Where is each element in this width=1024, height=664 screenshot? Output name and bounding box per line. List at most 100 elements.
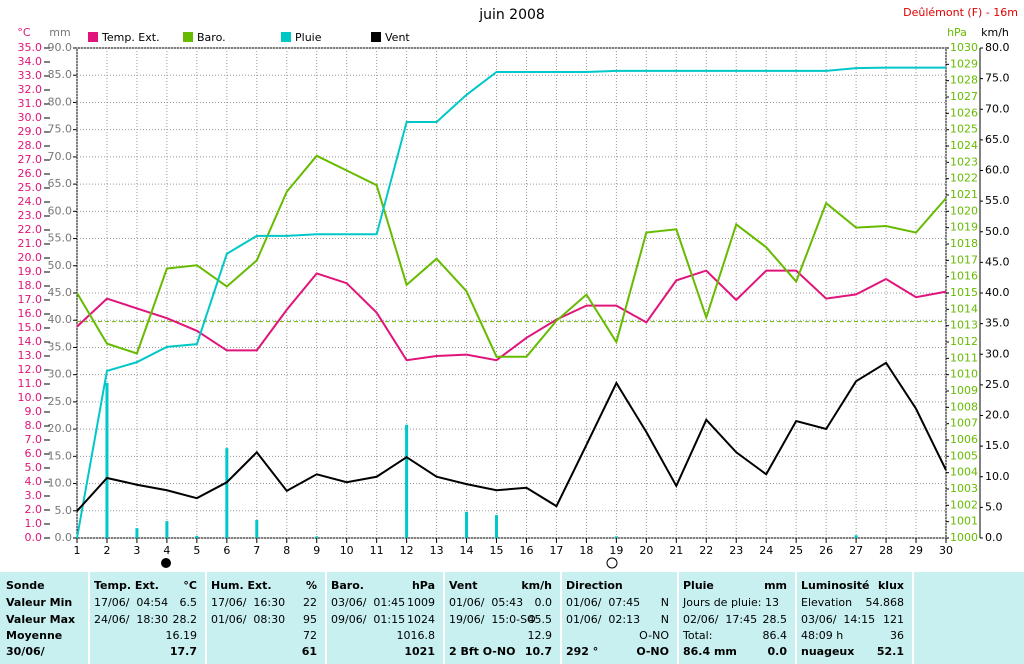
x-tick-label: 4: [163, 544, 170, 557]
y-tick-label: 65.0: [985, 133, 1010, 146]
x-tick-label: 9: [313, 544, 320, 557]
moon-phase: [161, 558, 171, 568]
y-tick-label: 6.0: [25, 447, 43, 460]
rain-bar: [195, 535, 199, 538]
column-unit: °C: [183, 579, 197, 592]
y-tick-label: 1018: [950, 237, 978, 250]
y-tick-label: 1021: [950, 188, 978, 201]
x-tick-label: 14: [460, 544, 474, 557]
column-unit: klux: [877, 579, 904, 592]
y-tick-label: 11.0: [18, 377, 43, 390]
cell-value: 12.9: [527, 629, 553, 642]
rain-bar: [105, 382, 109, 538]
y-tick-label: 31.0: [18, 97, 43, 110]
y-tick-label: 45.0: [48, 286, 73, 299]
cell-value: N: [660, 596, 669, 609]
y-tick-label: 33.0: [18, 69, 43, 82]
cell-value: 95: [303, 613, 317, 626]
y-tick-label: 15.0: [18, 321, 43, 334]
y-tick-label: 50.0: [48, 259, 73, 272]
x-tick-label: 7: [253, 544, 260, 557]
x-tick-label: 16: [519, 544, 533, 557]
legend-swatch: [371, 32, 381, 42]
cell-value: 36: [890, 629, 904, 642]
y-tick-label: 7.0: [25, 433, 43, 446]
y-tick-label: 1005: [950, 449, 978, 462]
x-tick-label: 20: [639, 544, 653, 557]
cell-left: 01/06/ 05:43: [449, 596, 524, 609]
cell-left: 02/06/ 17:45: [683, 613, 758, 626]
cell-left: nuageux: [801, 645, 855, 658]
x-tick-label: 5: [193, 544, 200, 557]
y-tick-label: 50.0: [985, 225, 1010, 238]
y-tick-label: 75.0: [48, 123, 73, 136]
summary-table: Sonde Valeur Min Valeur Max Moyenne 30/06/Te…: [0, 572, 1024, 664]
y-tick-label: 55.0: [48, 232, 73, 245]
row-label: 30/06/: [6, 645, 45, 658]
y-tick-label: 1000: [950, 531, 978, 544]
y-tick-label: 1007: [950, 417, 978, 430]
y-tick-label: 26.0: [18, 167, 43, 180]
y-tick-label: 15.0: [985, 439, 1010, 452]
y-tick-label: 65.0: [48, 177, 73, 190]
cell-value: 72: [303, 629, 317, 642]
y-tick-label: 14.0: [18, 335, 43, 348]
x-tick-label: 21: [669, 544, 683, 557]
y-tick-label: 30.0: [48, 368, 73, 381]
y-tick-label: 27.0: [18, 153, 43, 166]
y-tick-label: 1025: [950, 123, 978, 136]
axis-unit: mm: [49, 26, 70, 39]
y-tick-label: 23.0: [18, 209, 43, 222]
y-tick-label: 60.0: [985, 164, 1010, 177]
cell-value: 52.1: [876, 645, 904, 658]
cell-value: O-NO: [636, 645, 669, 658]
column-separator: [205, 572, 207, 664]
y-tick-label: 1001: [950, 515, 978, 528]
rain-bar: [465, 511, 469, 538]
y-tick-label: 1028: [950, 74, 978, 87]
cell-value: 10.7: [524, 645, 552, 658]
y-tick-label: 25.0: [18, 181, 43, 194]
legend-swatch: [88, 32, 98, 42]
chart-title: juin 2008: [478, 7, 545, 23]
y-tick-label: 22.0: [18, 223, 43, 236]
row-label: Valeur Min: [6, 596, 73, 609]
x-tick-label: 27: [849, 544, 863, 557]
column-title: Direction: [566, 579, 623, 592]
axis-unit: °C: [17, 26, 31, 39]
y-tick-label: 1006: [950, 433, 978, 446]
cell-left: 48:09 h: [801, 629, 844, 642]
cell-left: 17/06/ 16:30: [211, 596, 286, 609]
y-tick-label: 45.0: [985, 255, 1010, 268]
cell-value: 1009: [407, 596, 435, 609]
y-tick-label: 0.0: [985, 531, 1003, 544]
x-tick-label: 6: [223, 544, 230, 557]
cell-left: 01/06/ 02:13: [566, 613, 641, 626]
cell-value: 17.7: [169, 645, 197, 658]
series-line: [76, 154, 947, 358]
x-tick-label: 29: [909, 544, 923, 557]
x-tick-label: 18: [579, 544, 593, 557]
y-tick-label: 24.0: [18, 195, 43, 208]
x-tick-label: 28: [879, 544, 893, 557]
y-tick-label: 10.0: [18, 391, 43, 404]
y-tick-label: 10.0: [985, 470, 1010, 483]
column-unit: mm: [764, 579, 787, 592]
column-separator: [795, 572, 797, 664]
y-tick-label: 13.0: [18, 349, 43, 362]
rain-bar: [165, 521, 169, 538]
column-separator: [325, 572, 327, 664]
rain-bar: [495, 515, 499, 538]
y-tick-label: 4.0: [25, 475, 43, 488]
y-tick-label: 1017: [950, 253, 978, 266]
y-tick-label: 1013: [950, 319, 978, 332]
cell-value: 1021: [404, 645, 435, 658]
series-line: [76, 269, 947, 362]
column-unit: km/h: [521, 579, 552, 592]
cell-left: Total:: [683, 629, 713, 642]
y-tick-label: 12.0: [18, 363, 43, 376]
y-tick-label: 1.0: [25, 517, 43, 530]
y-tick-label: 1016: [950, 270, 978, 283]
column-title: Temp. Ext.: [94, 579, 159, 592]
cell-left: 19/06/ 15:0-SO: [449, 613, 536, 626]
